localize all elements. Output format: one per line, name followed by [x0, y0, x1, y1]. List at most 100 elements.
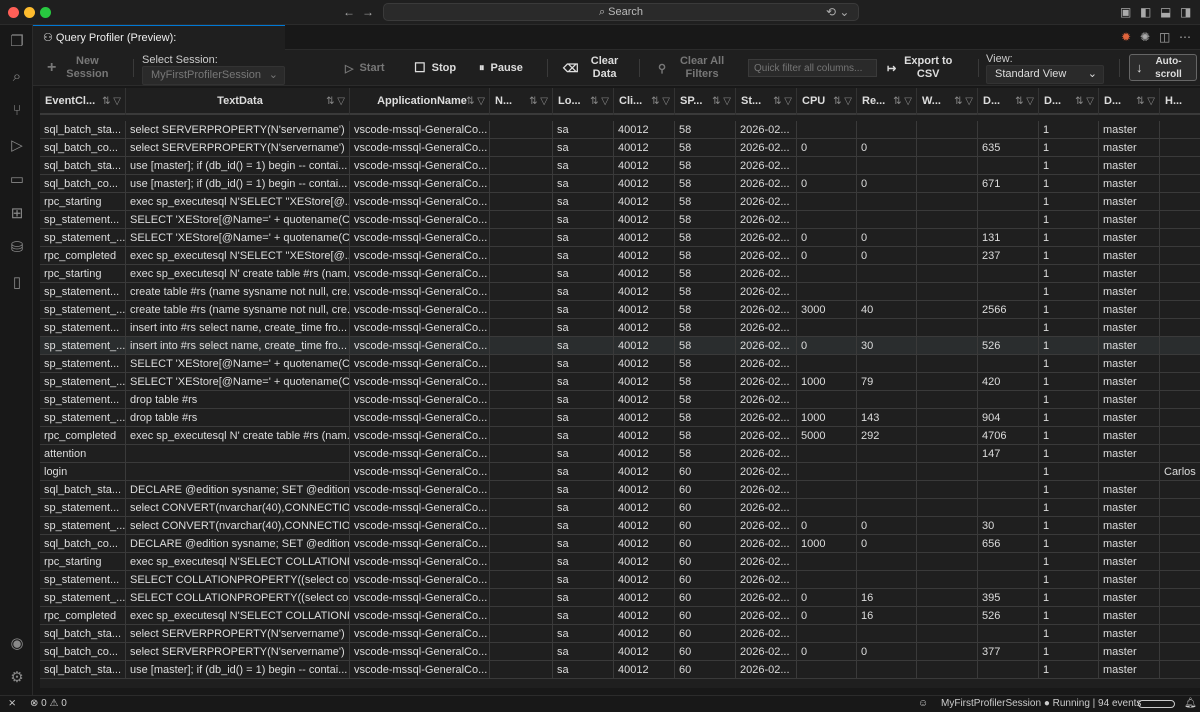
- column-header[interactable]: Re... ⇅ ▽: [857, 88, 917, 115]
- table-row[interactable]: rpc_completed exec sp_executesql N' creat…: [40, 427, 1200, 445]
- table-row[interactable]: login vscode-mssql-GeneralCo... sa 40012 60 2…: [40, 463, 1200, 481]
- sort-filter-icon[interactable]: ⇅ ▽: [954, 96, 973, 107]
- column-header[interactable]: D... ⇅ ▽: [1099, 88, 1160, 115]
- table-row[interactable]: sql_batch_co... select SERVERPROPERTY(N's…: [40, 139, 1200, 157]
- table-row[interactable]: sp_statement... drop table #rs vscode-mssq…: [40, 391, 1200, 409]
- sort-filter-icon[interactable]: ⇅ ▽: [466, 96, 485, 107]
- copilot-status-icon[interactable]: ☺: [918, 698, 929, 709]
- new-session-button[interactable]: + New Session: [47, 50, 112, 86]
- profiler-session-status[interactable]: MyFirstProfilerSession ● Running | 94 ev…: [941, 696, 1141, 712]
- table-row[interactable]: sql_batch_sta... select SERVERPROPERTY(N'…: [40, 121, 1200, 139]
- table-row[interactable]: sp_statement... SELECT 'XEStore[@Name=' +…: [40, 355, 1200, 373]
- table-row[interactable]: sp_statement_... select CONVERT(nvarchar(…: [40, 517, 1200, 535]
- minimize-window-button[interactable]: [24, 7, 35, 18]
- extensions-icon[interactable]: ⊞: [10, 205, 24, 222]
- sort-filter-icon[interactable]: ⇅ ▽: [529, 96, 548, 107]
- table-row[interactable]: sp_statement_... SELECT COLLATIONPROPERTY…: [40, 589, 1200, 607]
- source-control-icon[interactable]: ⑂: [12, 102, 22, 119]
- table-row[interactable]: sp_statement_... SELECT 'XEStore[@Name=' …: [40, 373, 1200, 391]
- column-header[interactable]: EventCl... ⇅ ▽: [40, 88, 126, 115]
- bug-icon[interactable]: ✹: [1121, 30, 1132, 44]
- zoom-window-button[interactable]: [40, 7, 51, 18]
- table-row[interactable]: sql_batch_co... use [master]; if (db_id()…: [40, 175, 1200, 193]
- sort-filter-icon[interactable]: ⇅ ▽: [1136, 96, 1155, 107]
- copilot-icon[interactable]: ⟲ ⌄: [826, 5, 850, 19]
- table-row[interactable]: sp_statement_... SELECT 'XEStore[@Name=' …: [40, 229, 1200, 247]
- table-row[interactable]: sql_batch_sta... DECLARE @edition sysname…: [40, 481, 1200, 499]
- problems-indicator[interactable]: ⊗ 0 ⚠ 0: [30, 696, 67, 712]
- sort-filter-icon[interactable]: ⇅ ▽: [712, 96, 731, 107]
- quick-filter-input[interactable]: [748, 59, 877, 77]
- sort-filter-icon[interactable]: ⇅ ▽: [833, 96, 852, 107]
- sort-filter-icon[interactable]: ⇅ ▽: [102, 96, 121, 107]
- column-header[interactable]: D... ⇅ ▽: [1039, 88, 1099, 115]
- close-window-button[interactable]: [8, 7, 19, 18]
- table-row[interactable]: rpc_starting exec sp_executesql N'SELECT …: [40, 553, 1200, 571]
- explorer-icon[interactable]: ❐: [10, 33, 24, 50]
- table-row[interactable]: rpc_completed exec sp_executesql N'SELECT…: [40, 607, 1200, 625]
- table-row[interactable]: sp_statement_... insert into #rs select n…: [40, 337, 1200, 355]
- sort-filter-icon[interactable]: ⇅ ▽: [1075, 96, 1094, 107]
- column-header[interactable]: St... ⇅ ▽: [736, 88, 797, 115]
- back-arrow-icon[interactable]: ←: [343, 5, 355, 19]
- start-button[interactable]: ▷ Start: [345, 50, 385, 86]
- sort-filter-icon[interactable]: ⇅ ▽: [893, 96, 912, 107]
- table-row[interactable]: sp_statement... select CONVERT(nvarchar(4…: [40, 499, 1200, 517]
- forward-arrow-icon[interactable]: →: [362, 5, 374, 19]
- remote-explorer-icon[interactable]: ▭: [9, 171, 25, 188]
- autoscroll-button[interactable]: ↓ Auto-scroll: [1129, 54, 1197, 81]
- column-header[interactable]: ApplicationName ⇅ ▽: [350, 88, 490, 115]
- pause-button[interactable]: ⏸ Pause: [479, 50, 523, 86]
- table-row[interactable]: sql_batch_co... DECLARE @edition sysname;…: [40, 535, 1200, 553]
- gear-icon[interactable]: ⚙: [10, 669, 24, 686]
- table-row[interactable]: sql_batch_co... select SERVERPROPERTY(N's…: [40, 643, 1200, 661]
- split-editor-icon[interactable]: ◫: [1159, 30, 1171, 44]
- sort-filter-icon[interactable]: ⇅ ▽: [326, 96, 345, 107]
- session-select[interactable]: MyFirstProfilerSession ⌄: [142, 66, 285, 85]
- sort-filter-icon[interactable]: ⇅ ▽: [1015, 96, 1034, 107]
- column-header[interactable]: W... ⇅ ▽: [917, 88, 978, 115]
- column-header[interactable]: Cli... ⇅ ▽: [614, 88, 675, 115]
- export-csv-button[interactable]: ↦ Export to CSV: [887, 50, 954, 86]
- column-header[interactable]: TextData ⇅ ▽: [126, 88, 350, 115]
- run-debug-icon[interactable]: ▷: [11, 137, 23, 154]
- table-row[interactable]: rpc_starting exec sp_executesql N' create…: [40, 265, 1200, 283]
- table-row[interactable]: sql_batch_sta... use [master]; if (db_id(…: [40, 661, 1200, 679]
- sort-filter-icon[interactable]: ⇅ ▽: [773, 96, 792, 107]
- column-header[interactable]: H...⇅ ▽: [1160, 88, 1200, 115]
- table-row[interactable]: attention vscode-mssql-GeneralCo... sa 4001…: [40, 445, 1200, 463]
- more-actions-icon[interactable]: ⋯: [1179, 30, 1191, 44]
- panel-toggle-icon[interactable]: ⬓: [1160, 5, 1172, 19]
- search-icon[interactable]: ⌕: [12, 68, 22, 85]
- account-icon[interactable]: ◉: [10, 635, 24, 652]
- table-row[interactable]: sql_batch_sta... select SERVERPROPERTY(N'…: [40, 625, 1200, 643]
- table-row[interactable]: rpc_completed exec sp_executesql N'SELECT…: [40, 247, 1200, 265]
- table-row[interactable]: sp_statement... SELECT 'XEStore[@Name=' +…: [40, 211, 1200, 229]
- table-row[interactable]: sp_statement_... drop table #rs vscode-mss…: [40, 409, 1200, 427]
- clear-filters-button[interactable]: ⚲ Clear All Filters: [658, 50, 732, 86]
- stop-button[interactable]: ☐ Stop: [414, 50, 456, 86]
- tab-query-profiler[interactable]: ⚇ Query Profiler (Preview): MyFirstProfi…: [33, 25, 285, 68]
- table-row[interactable]: sp_statement... create table #rs (name sy…: [40, 283, 1200, 301]
- view-select[interactable]: Standard View ⌄: [986, 65, 1104, 84]
- column-header[interactable]: D... ⇅ ▽: [978, 88, 1039, 115]
- table-row[interactable]: sp_statement... insert into #rs select na…: [40, 319, 1200, 337]
- clear-data-button[interactable]: ⌫ Clear Data: [563, 50, 625, 86]
- column-header[interactable]: CPU ⇅ ▽: [797, 88, 857, 115]
- notifications-icon[interactable]: 🔔︎: [1184, 698, 1197, 709]
- book-icon[interactable]: ▯: [12, 274, 22, 291]
- horizontal-scrollbar[interactable]: [40, 679, 1200, 688]
- secondary-sidebar-icon[interactable]: ◨: [1180, 5, 1192, 19]
- table-row[interactable]: rpc_starting exec sp_executesql N'SELECT …: [40, 193, 1200, 211]
- command-search[interactable]: ⌕ Search: [383, 3, 859, 21]
- table-row[interactable]: sp_statement_... create table #rs (name s…: [40, 301, 1200, 319]
- sort-filter-icon[interactable]: ⇅ ▽: [590, 96, 609, 107]
- remote-icon[interactable]: ⨯: [8, 698, 17, 709]
- sidebar-toggle-icon[interactable]: ◧: [1140, 5, 1152, 19]
- layout-toggle-icon[interactable]: ▣: [1120, 5, 1132, 19]
- column-header[interactable]: N... ⇅ ▽: [490, 88, 553, 115]
- table-row[interactable]: sp_statement... SELECT COLLATIONPROPERTY(…: [40, 571, 1200, 589]
- openai-icon[interactable]: ✺: [1140, 30, 1151, 44]
- sort-filter-icon[interactable]: ⇅ ▽: [651, 96, 670, 107]
- column-header[interactable]: Lo... ⇅ ▽: [553, 88, 614, 115]
